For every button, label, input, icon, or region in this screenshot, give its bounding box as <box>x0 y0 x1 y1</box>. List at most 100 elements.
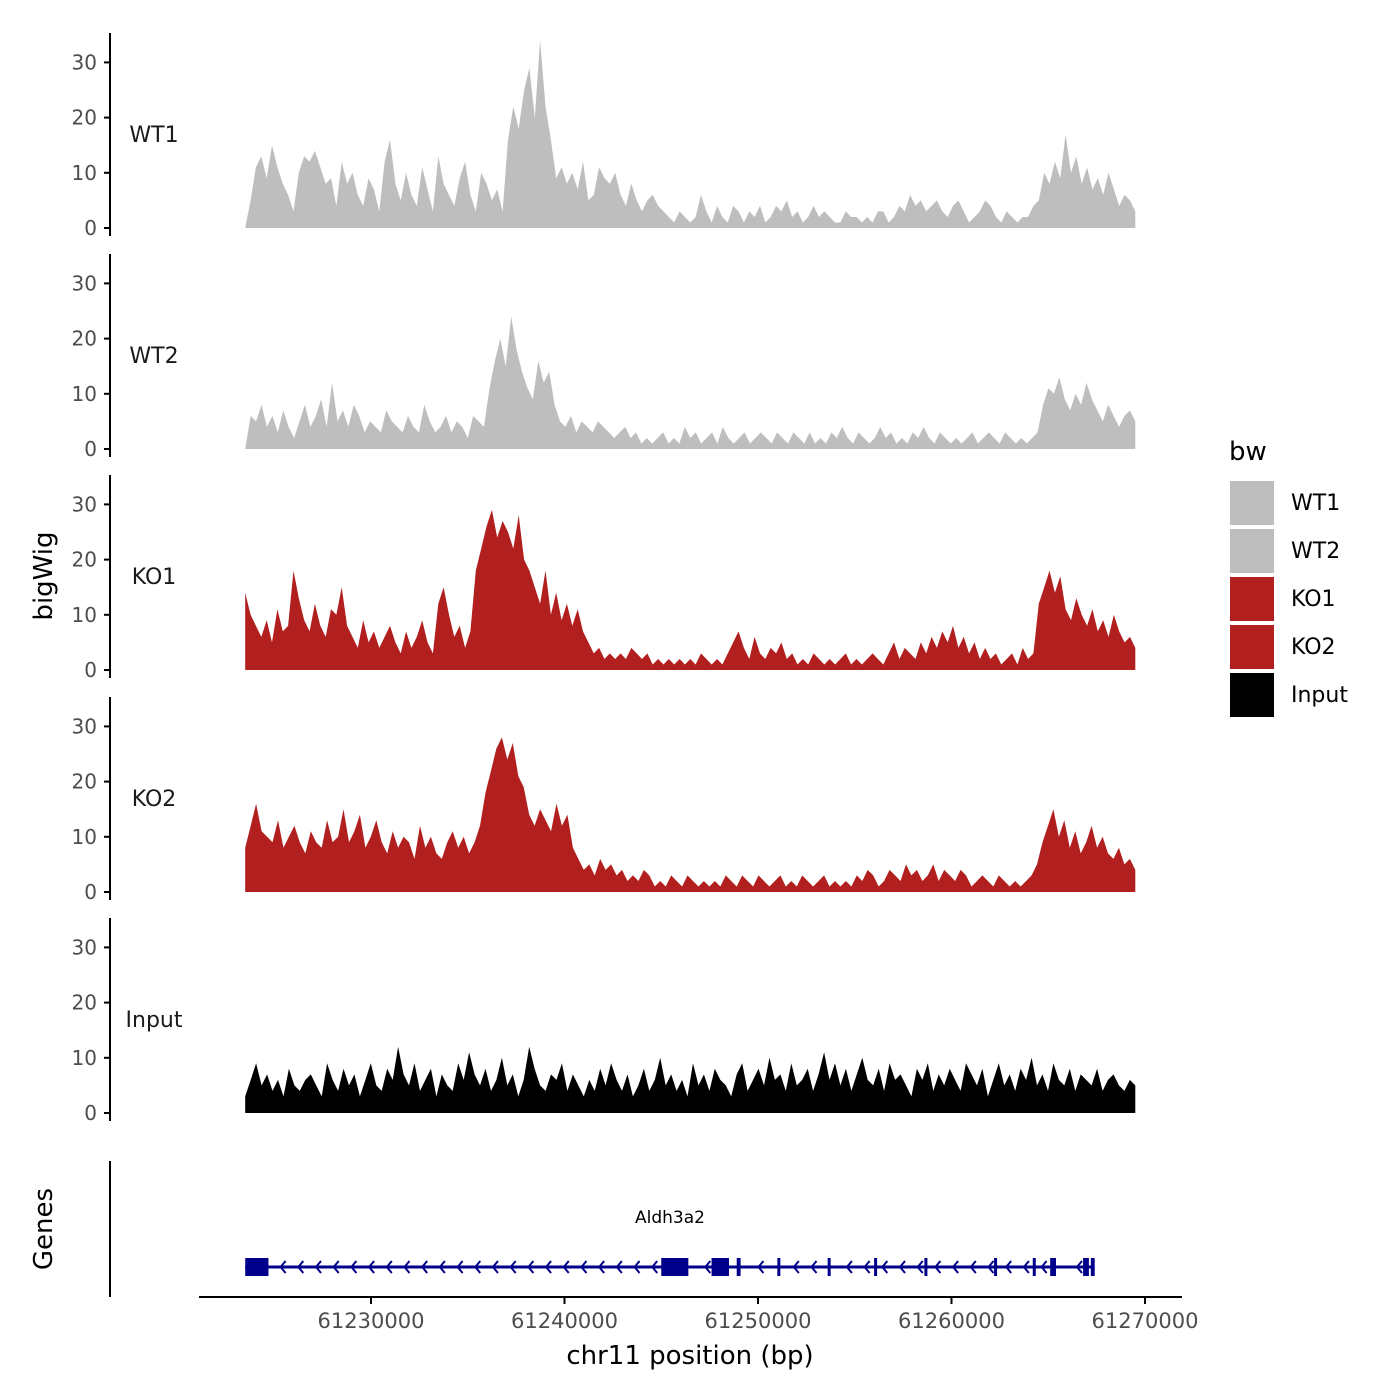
gene-strand-arrow <box>562 1260 570 1274</box>
gene-exon <box>1083 1258 1089 1276</box>
gene-strand-arrow <box>615 1260 623 1274</box>
track-label: KO1 <box>132 565 177 590</box>
coverage-area-wt2 <box>245 316 1136 449</box>
legend-label: KO2 <box>1291 635 1336 660</box>
x-axis-ticks: 61230000 61240000 61250000 61260000 61270000 <box>318 1297 1199 1333</box>
y-tick-label: 10 <box>72 1046 97 1070</box>
legend-item-wt2: WT2 <box>1228 527 1340 575</box>
gene-strand-arrow <box>367 1260 375 1274</box>
gene-exon <box>711 1258 729 1276</box>
y-tick-label: 20 <box>72 991 97 1015</box>
gene-strand-arrow <box>1040 1260 1048 1274</box>
gene-strand-arrow <box>863 1260 871 1274</box>
x-tick-label: 61240000 <box>511 1309 618 1333</box>
coverage-tracks: 0 10 20 30 WT1 0 10 20 30 WT2 0 10 20 30 KO1 0 10 20 30 KO2… <box>72 33 1136 1125</box>
y-tick-label: 20 <box>72 770 97 794</box>
y-tick-label: 20 <box>72 106 97 130</box>
y-tick-label: 30 <box>72 492 97 516</box>
gene-strand-arrow <box>1004 1260 1012 1274</box>
gene-name-label: Aldh3a2 <box>635 1208 705 1228</box>
gene-exon <box>994 1258 998 1276</box>
legend-label: WT1 <box>1291 491 1340 516</box>
gene-exon <box>245 1258 269 1276</box>
track-ko2: 0 10 20 30 KO2 <box>72 697 1136 904</box>
y-tick-label: 30 <box>72 271 97 295</box>
gene-strand-arrow <box>951 1260 959 1274</box>
gene-strand-arrow <box>597 1260 605 1274</box>
y-tick-label: 30 <box>72 935 97 959</box>
y-tick-label: 10 <box>72 825 97 849</box>
y-tick-label: 0 <box>84 216 97 240</box>
gene-strand-arrow <box>969 1260 977 1274</box>
track-wt1: 0 10 20 30 WT1 <box>72 33 1136 240</box>
y-tick-label: 10 <box>72 382 97 406</box>
legend-label: WT2 <box>1291 539 1340 564</box>
legend-item-ko2: KO2 <box>1228 623 1336 671</box>
gene-strand-arrow <box>544 1260 552 1274</box>
y-tick-label: 0 <box>84 1101 97 1125</box>
track-label: WT2 <box>129 344 178 369</box>
genes-track-label: Genes <box>29 1188 59 1270</box>
track-ko1: 0 10 20 30 KO1 <box>72 475 1136 682</box>
legend-label: Input <box>1291 683 1348 708</box>
legend-swatch <box>1228 575 1276 623</box>
gene-strand-arrow <box>491 1260 499 1274</box>
track-label: Input <box>126 1008 183 1033</box>
legend-item-input: Input <box>1228 671 1348 719</box>
gene-strand-arrow <box>934 1260 942 1274</box>
gene-strand-arrow <box>757 1260 765 1274</box>
gene-exon <box>661 1258 689 1276</box>
gene-exon <box>924 1258 928 1276</box>
legend-item-wt1: WT1 <box>1228 479 1340 527</box>
y-tick-label: 30 <box>72 50 97 74</box>
coverage-area-input <box>245 1046 1136 1113</box>
track-wt2: 0 10 20 30 WT2 <box>72 254 1136 461</box>
x-axis-title: chr11 position (bp) <box>566 1341 813 1371</box>
x-tick-label: 61270000 <box>1092 1309 1199 1333</box>
gene-exon <box>827 1258 831 1276</box>
legend: bw WT1 WT2 KO1 KO2 Input <box>1228 437 1348 719</box>
gene-strand-arrow <box>650 1260 659 1274</box>
track-label: KO2 <box>132 787 177 812</box>
gene-exon <box>736 1258 741 1276</box>
gene-strand-arrow <box>881 1260 889 1274</box>
gene-strand-arrow <box>279 1260 287 1274</box>
gene-strand-arrow <box>916 1260 924 1274</box>
track-input: 0 10 20 30 Input <box>72 918 1136 1125</box>
y-tick-label: 0 <box>84 658 97 682</box>
y-tick-label: 0 <box>84 880 97 904</box>
gene-exon <box>777 1258 781 1276</box>
y-tick-label: 0 <box>84 437 97 461</box>
gene-strand-arrow <box>297 1260 305 1274</box>
legend-swatch <box>1228 671 1276 719</box>
legend-item-ko1: KO1 <box>1228 575 1336 623</box>
x-tick-label: 61230000 <box>318 1309 425 1333</box>
gene-strand-arrow <box>385 1260 393 1274</box>
gene-strand-arrow <box>403 1260 411 1274</box>
x-axis: 61230000 61240000 61250000 61260000 61270000… <box>199 1296 1199 1371</box>
y-tick-label: 10 <box>72 603 97 627</box>
legend-swatch <box>1228 479 1276 527</box>
gene-strand-arrow <box>1022 1260 1030 1274</box>
gene-strand-arrow <box>527 1260 535 1274</box>
gene-strand-arrow <box>898 1260 906 1274</box>
legend-label: KO1 <box>1291 587 1336 612</box>
gene-strand-arrow <box>1075 1260 1083 1274</box>
gene-strand-arrow <box>580 1260 588 1274</box>
gene-exon <box>1090 1258 1095 1276</box>
gene-strand-arrow <box>633 1260 641 1274</box>
gene-strand-arrow <box>420 1260 428 1274</box>
gene-strand-arrow <box>792 1260 800 1274</box>
gene-strand-arrow <box>438 1260 446 1274</box>
genes-track: Genes Aldh3a2 <box>29 1161 1095 1297</box>
x-tick-label: 61250000 <box>705 1309 812 1333</box>
y-axis-title: bigWig <box>29 531 59 620</box>
y-tick-label: 20 <box>72 327 97 351</box>
legend-title: bw <box>1229 437 1267 467</box>
gene-strand-arrow <box>456 1260 464 1274</box>
gene-strand-arrow <box>845 1260 853 1274</box>
gene-strand-arrow <box>332 1260 340 1274</box>
coverage-area-ko1 <box>245 509 1136 670</box>
